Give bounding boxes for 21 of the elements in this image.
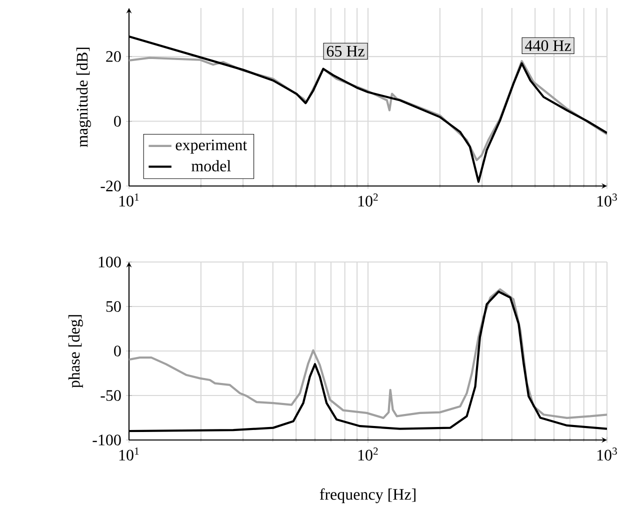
y-tick-label: -50 xyxy=(100,390,121,401)
x-tick-label: 10$^{2}$ xyxy=(358,448,378,461)
x-tick-label: 10$^{1}$ xyxy=(119,194,139,207)
y-axis-title: phase [deg] xyxy=(68,315,83,388)
y-tick-label: 0 xyxy=(114,116,121,127)
y-tick-label: -20 xyxy=(100,180,121,192)
x-tick-label: 10$^{1}$ xyxy=(119,448,139,461)
annotation: 65 Hz xyxy=(326,46,364,57)
x-axis-title: frequency [Hz] xyxy=(320,488,416,504)
legend-label: model xyxy=(191,160,231,172)
annotation: 440 Hz xyxy=(525,40,571,52)
x-tick-label: 10$^{3}$ xyxy=(597,194,617,207)
y-tick-label: 100 xyxy=(98,256,121,268)
y-axis-title: magnitude [dB] xyxy=(76,48,91,148)
y-tick-label: 20 xyxy=(106,51,121,62)
x-tick-label: 10$^{2}$ xyxy=(358,194,378,207)
y-tick-label: -100 xyxy=(92,434,121,446)
y-tick-label: 50 xyxy=(106,301,121,312)
x-tick-label: 10$^{3}$ xyxy=(597,448,617,461)
legend-label: experiment xyxy=(176,140,248,154)
y-tick-label: 0 xyxy=(114,346,121,356)
